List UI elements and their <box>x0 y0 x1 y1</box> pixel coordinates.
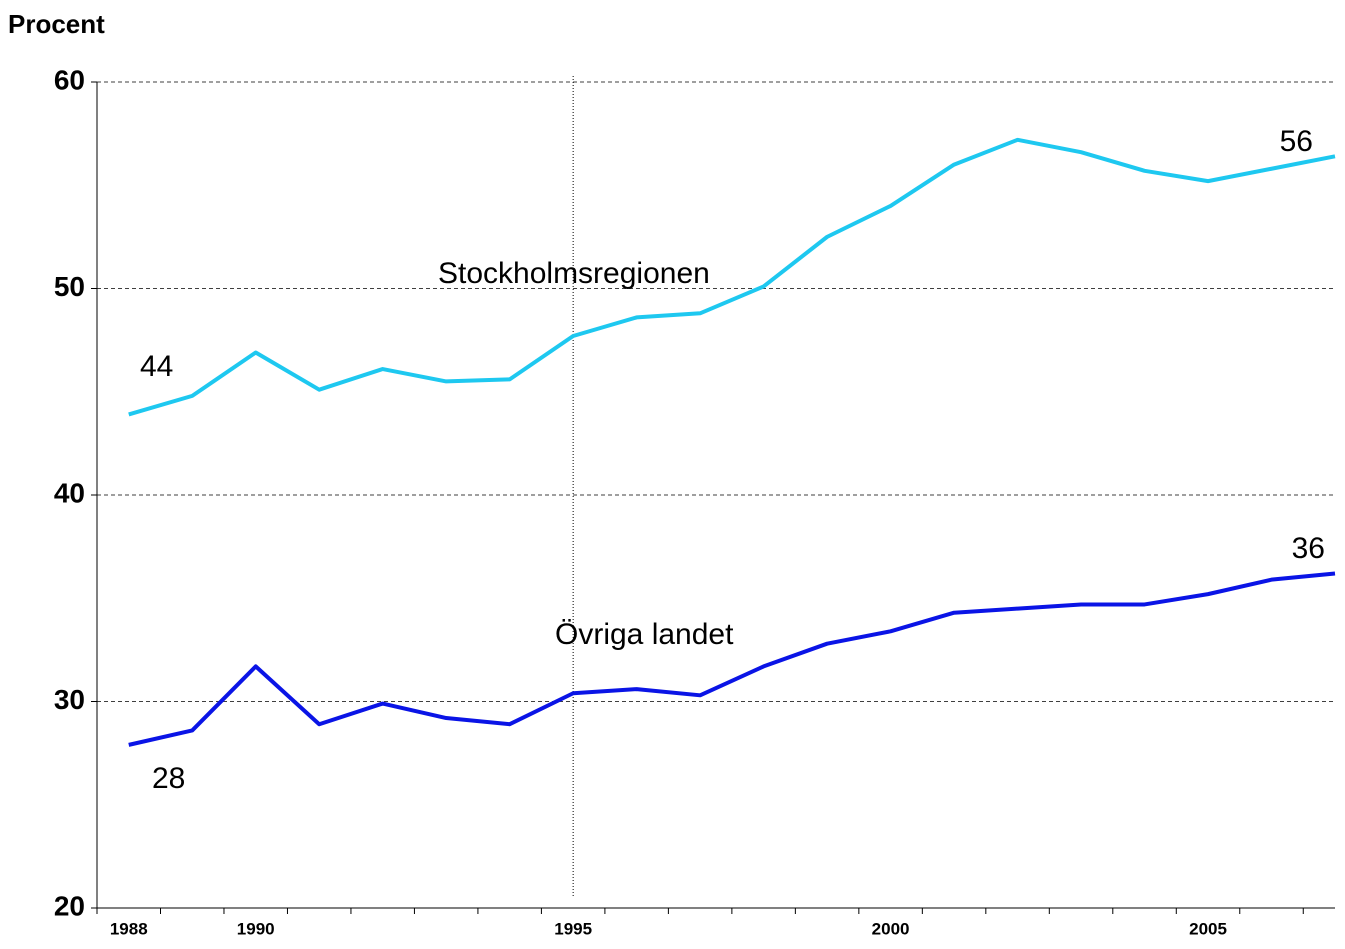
data-label: 28 <box>152 762 185 795</box>
series-label: Övriga landet <box>555 618 734 651</box>
x-tick-label: 1990 <box>237 919 275 938</box>
y-tick-label: 30 <box>54 684 85 715</box>
x-tick-label: 2000 <box>872 919 910 938</box>
y-tick-label: 50 <box>54 271 85 302</box>
x-tick-label: 1995 <box>554 919 592 938</box>
y-axis-title: Procent <box>8 9 105 39</box>
data-label: 56 <box>1280 125 1313 158</box>
y-tick-label: 40 <box>54 477 85 508</box>
y-tick-label: 20 <box>54 890 85 921</box>
data-label: 44 <box>140 350 173 383</box>
series-line <box>128 571 1336 747</box>
series-line <box>128 137 1336 417</box>
data-label: 36 <box>1292 532 1325 565</box>
x-tick-label: 1988 <box>110 919 148 938</box>
y-tick-label: 60 <box>54 64 85 95</box>
x-tick-label: 2005 <box>1189 919 1227 938</box>
series-label: Stockholmsregionen <box>438 257 710 290</box>
